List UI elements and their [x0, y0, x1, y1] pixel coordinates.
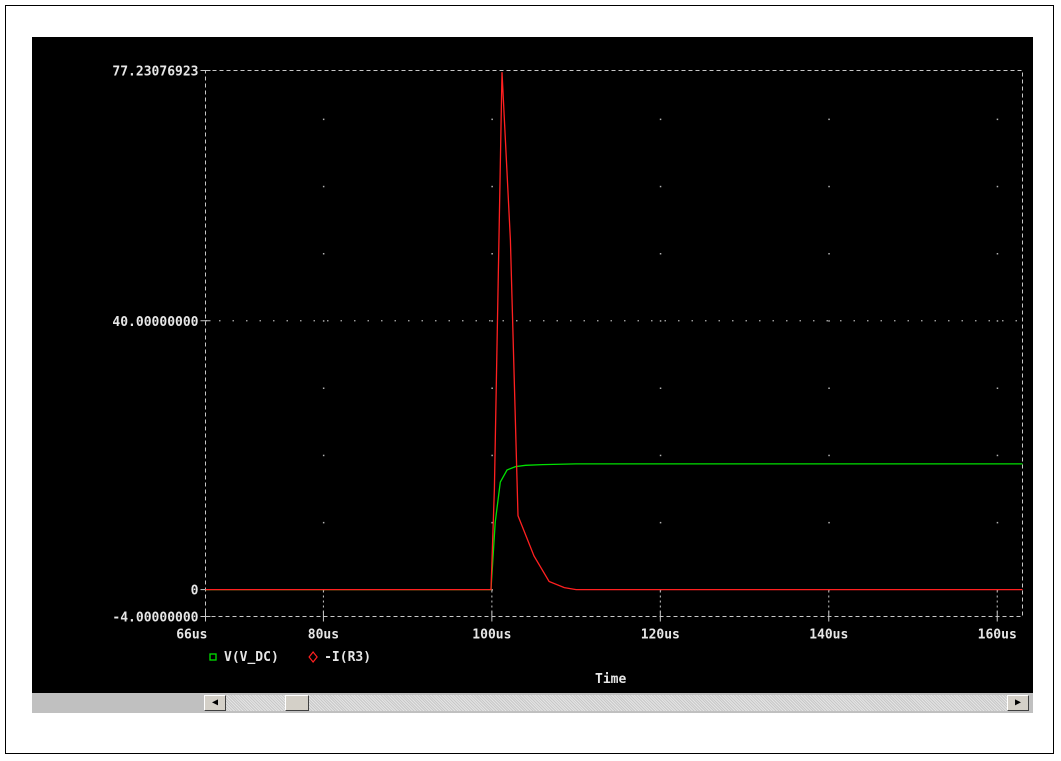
y-tick-label: 77.23076923: [112, 65, 198, 80]
grid-dot: [828, 185, 830, 188]
scroll-left-arrow-icon[interactable]: ◀: [204, 695, 226, 711]
probe-chart: 66us 80us 100us 120us 140us 160us -4.00000000 0…: [112, 65, 1023, 687]
grid-dot: [322, 118, 325, 121]
scrollbar-track[interactable]: [204, 695, 1029, 711]
grid-dot: [659, 118, 662, 121]
x-tick-label: 120us: [641, 628, 680, 643]
x-tick-label: 80us: [308, 628, 339, 643]
grid-dot: [491, 521, 493, 524]
grid-dot: [828, 320, 830, 322]
x-tick-label: 100us: [472, 628, 511, 643]
grid-dot: [996, 253, 999, 255]
legend-label: -I(R3): [324, 650, 371, 665]
grid-dot: [996, 521, 999, 524]
grid-dot: [828, 387, 830, 389]
grid-dot: [491, 253, 493, 255]
grid-dot: [996, 185, 999, 188]
legend: V(V_DC) -I(R3): [209, 650, 371, 665]
y-tick-label: 0: [191, 584, 199, 599]
grid-dot: [322, 185, 325, 188]
grid-dot: [491, 320, 493, 322]
grid-dot: [659, 320, 662, 322]
legend-marker-diamond-icon: [308, 651, 318, 663]
legend-label: V(V_DC): [224, 650, 279, 665]
grid-dot: [322, 387, 325, 389]
grid-dot: [996, 387, 999, 389]
x-tick-label: 160us: [978, 628, 1017, 643]
grid-dot: [491, 589, 493, 591]
grid-dot: [491, 454, 493, 457]
series-line-v-v-dc-: [205, 463, 1023, 591]
grid-dot: [659, 185, 662, 188]
grid: [205, 118, 1023, 591]
series-line--i-r3-: [205, 72, 1023, 591]
scrollbar-thumb[interactable]: [285, 695, 309, 711]
series: [205, 72, 1023, 591]
grid-dot: [659, 253, 662, 255]
x-axis-label: Time: [595, 672, 626, 687]
grid-dot: [996, 454, 999, 457]
grid-dot: [322, 521, 325, 524]
grid-dot: [322, 320, 325, 322]
y-tick-label: 40.00000000: [112, 315, 198, 330]
scroll-right-arrow-icon[interactable]: ▶: [1007, 695, 1029, 711]
grid-dot: [322, 454, 325, 457]
grid-dot: [996, 118, 999, 121]
x-tick-label: 66us: [176, 628, 207, 643]
grid-dot: [491, 387, 493, 389]
grid-dot: [828, 253, 830, 255]
grid-dot: [996, 320, 999, 322]
grid-dot: [828, 521, 830, 524]
x-tick-label: 140us: [809, 628, 848, 643]
grid-dot: [828, 454, 830, 457]
y-tick-label: -4.00000000: [112, 611, 198, 626]
legend-marker-square-icon: [209, 653, 217, 661]
grid-dot: [659, 454, 662, 457]
horizontal-scrollbar[interactable]: ◀ ▶: [32, 693, 1033, 713]
axis-ticks: 66us 80us 100us 120us 140us 160us -4.00000000 0…: [112, 65, 1016, 643]
grid-dot: [659, 387, 662, 389]
grid-dot: [828, 118, 830, 121]
grid-dot: [659, 521, 662, 524]
plot-window: [32, 37, 1033, 693]
grid-dot: [491, 118, 493, 121]
grid-dot: [322, 253, 325, 255]
grid-dot: [491, 185, 493, 188]
plot-border: [205, 70, 1023, 617]
